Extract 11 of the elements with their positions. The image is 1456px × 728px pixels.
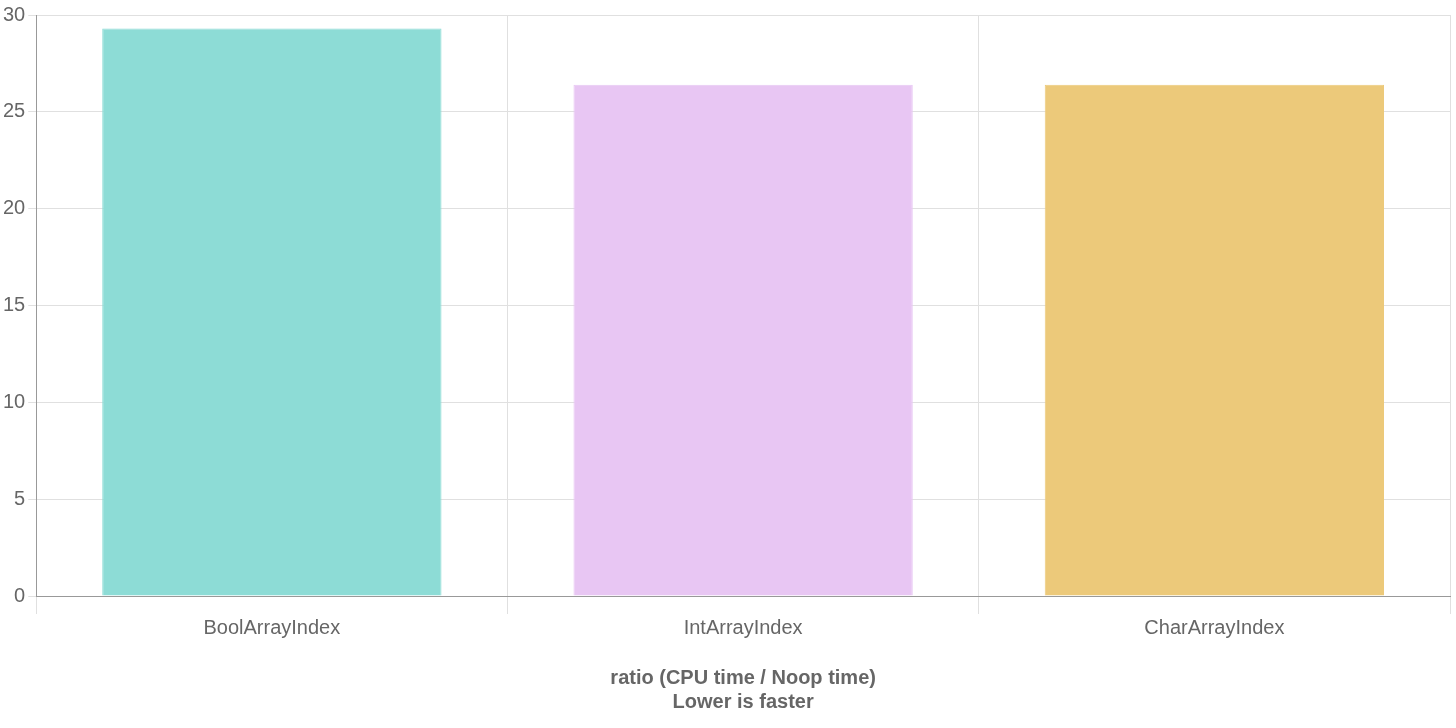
y-tick-label: 15: [3, 293, 26, 316]
x-tick-label: IntArrayIndex: [683, 615, 803, 638]
y-tick-label: 30: [3, 2, 26, 25]
y-tick-label: 20: [3, 196, 26, 219]
x-tick-label: BoolArrayIndex: [203, 615, 341, 638]
y-tick-label: 0: [14, 583, 26, 606]
x-tick-label: CharArrayIndex: [1144, 615, 1285, 638]
x-axis-title: ratio (CPU time / Noop time) Lower is faster: [610, 665, 876, 712]
y-tick-label: 5: [14, 486, 26, 509]
y-tick-label: 25: [3, 99, 26, 122]
y-tick-label: 10: [3, 389, 26, 412]
